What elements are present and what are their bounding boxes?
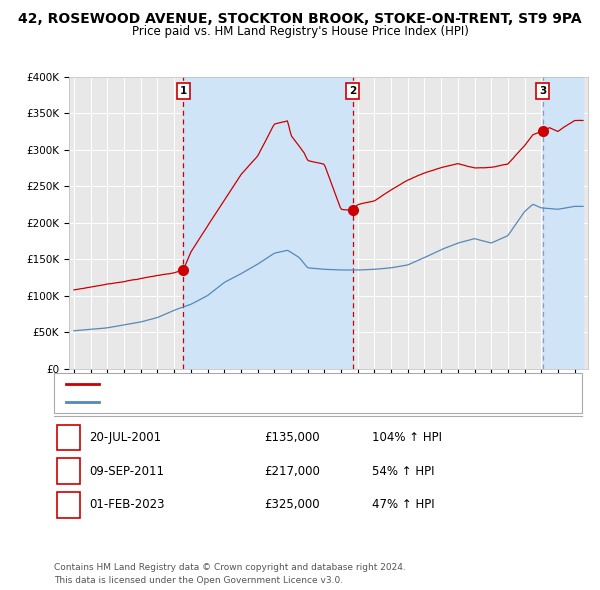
Text: This data is licensed under the Open Government Licence v3.0.: This data is licensed under the Open Gov…: [54, 576, 343, 585]
Text: £135,000: £135,000: [264, 431, 320, 444]
Text: £325,000: £325,000: [264, 498, 320, 512]
Text: 09-SEP-2011: 09-SEP-2011: [89, 464, 164, 478]
Text: 01-FEB-2023: 01-FEB-2023: [89, 498, 164, 512]
Text: Price paid vs. HM Land Registry's House Price Index (HPI): Price paid vs. HM Land Registry's House …: [131, 25, 469, 38]
Text: £217,000: £217,000: [264, 464, 320, 478]
Text: 42, ROSEWOOD AVENUE, STOCKTON BROOK, STOKE-ON-TRENT, ST9 9PA (detached hou: 42, ROSEWOOD AVENUE, STOCKTON BROOK, STO…: [105, 379, 535, 389]
Text: 104% ↑ HPI: 104% ↑ HPI: [372, 431, 442, 444]
Text: 3: 3: [539, 86, 546, 96]
Bar: [183, 77, 353, 369]
Text: 2: 2: [349, 86, 356, 96]
Text: HPI: Average price, detached house, Stoke-on-Trent: HPI: Average price, detached house, Stok…: [105, 396, 356, 407]
Bar: [542, 77, 583, 369]
Text: 3: 3: [64, 498, 73, 512]
Text: 1: 1: [179, 86, 187, 96]
Text: 20-JUL-2001: 20-JUL-2001: [89, 431, 161, 444]
Text: 54% ↑ HPI: 54% ↑ HPI: [372, 464, 434, 478]
Text: 47% ↑ HPI: 47% ↑ HPI: [372, 498, 434, 512]
Text: 1: 1: [64, 431, 73, 444]
Text: Contains HM Land Registry data © Crown copyright and database right 2024.: Contains HM Land Registry data © Crown c…: [54, 563, 406, 572]
Text: 42, ROSEWOOD AVENUE, STOCKTON BROOK, STOKE-ON-TRENT, ST9 9PA: 42, ROSEWOOD AVENUE, STOCKTON BROOK, STO…: [18, 12, 582, 26]
Text: 2: 2: [64, 464, 73, 478]
